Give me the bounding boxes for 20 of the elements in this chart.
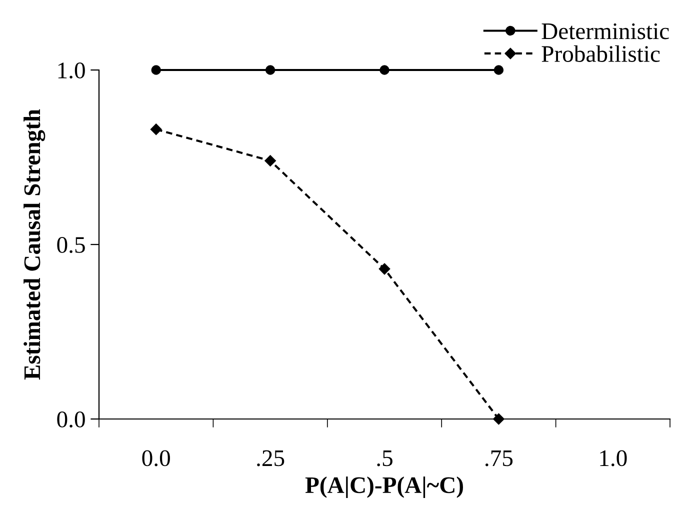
x-axis-title: P(A|C)-P(A|~C)	[305, 476, 463, 498]
y-axis-title: Estimated Causal Strength	[24, 109, 46, 380]
x-tick-label: .25	[257, 450, 284, 466]
y-tick-label: 1.0	[58, 62, 85, 79]
point	[151, 65, 161, 75]
x-tick-label: .5	[377, 450, 392, 466]
point	[264, 155, 276, 166]
x-tick-label: 1.0	[600, 450, 627, 466]
point	[150, 124, 162, 135]
x-tick-label: 0.0	[142, 450, 170, 466]
x-tick-label: .75	[486, 450, 513, 466]
point	[380, 65, 390, 75]
point	[493, 413, 504, 425]
legend-label: Deterministic	[542, 23, 669, 40]
y-tick-label: 0.5	[57, 236, 85, 254]
point	[378, 263, 390, 275]
point	[265, 65, 276, 75]
point	[494, 65, 504, 75]
legend-label: Probabilistic	[542, 45, 660, 62]
y-tick-label: 0.0	[57, 411, 85, 428]
